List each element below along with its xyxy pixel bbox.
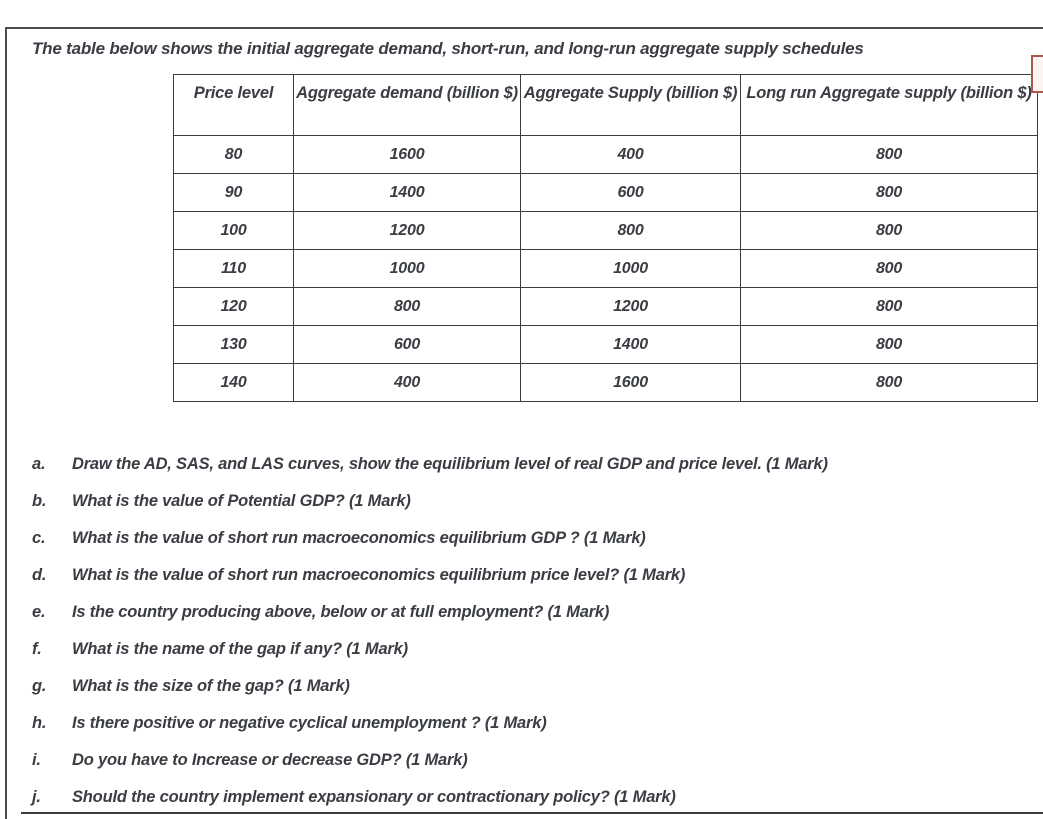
table-cell: 1000 bbox=[520, 249, 741, 288]
question-item: h. Is there positive or negative cyclical… bbox=[30, 705, 1020, 742]
table-row: 140 400 1600 800 bbox=[173, 363, 1038, 402]
table-cell: 90 bbox=[173, 173, 294, 212]
question-item: a. Draw the AD, SAS, and LAS curves, show… bbox=[30, 446, 1020, 483]
question-label: c. bbox=[32, 529, 46, 547]
question-label: j. bbox=[32, 788, 41, 806]
bottom-divider bbox=[21, 812, 1043, 814]
table-cell: 80 bbox=[173, 135, 294, 174]
table-row: 90 1400 600 800 bbox=[173, 173, 1038, 212]
question-label: i. bbox=[32, 751, 41, 769]
question-list: a. Draw the AD, SAS, and LAS curves, show… bbox=[30, 446, 1020, 816]
table-cell: 800 bbox=[740, 211, 1038, 250]
question-text: What is the value of short run macroecon… bbox=[72, 529, 646, 547]
table-cell: 600 bbox=[293, 325, 521, 364]
question-text: What is the value of short run macroecon… bbox=[72, 566, 686, 584]
question-label: a. bbox=[32, 455, 46, 473]
table-cell: 800 bbox=[293, 287, 521, 326]
table-row: 120 800 1200 800 bbox=[173, 287, 1038, 326]
question-item: g. What is the size of the gap? (1 Mark) bbox=[30, 668, 1020, 705]
question-label: d. bbox=[32, 566, 47, 584]
question-text: What is the name of the gap if any? (1 M… bbox=[72, 640, 408, 658]
table-cell: 400 bbox=[293, 363, 521, 402]
schedule-table-header: Price level Aggregate demand (billion $) A… bbox=[173, 74, 1038, 136]
question-text: Do you have to Increase or decrease GDP?… bbox=[72, 751, 468, 769]
table-cell: 800 bbox=[520, 211, 741, 250]
question-item: c. What is the value of short run macroec… bbox=[30, 520, 1020, 557]
table-cell: 1200 bbox=[520, 287, 741, 326]
table-cell: 120 bbox=[173, 287, 294, 326]
question-label: f. bbox=[32, 640, 42, 658]
schedule-table-body: 80 1600 400 800 90 1400 600 800 100 1200 800 800 110… bbox=[173, 135, 1038, 402]
table-cell: 1200 bbox=[293, 211, 521, 250]
table-cell: 130 bbox=[173, 325, 294, 364]
question-label: e. bbox=[32, 603, 46, 621]
question-label: b. bbox=[32, 492, 47, 510]
table-cell: 800 bbox=[740, 325, 1038, 364]
question-item: f. What is the name of the gap if any? (1… bbox=[30, 631, 1020, 668]
question-label: h. bbox=[32, 714, 47, 732]
table-row: 80 1600 400 800 bbox=[173, 135, 1038, 174]
table-cell: 800 bbox=[740, 363, 1038, 402]
table-cell: 400 bbox=[520, 135, 741, 174]
document-title: The table below shows the initial aggreg… bbox=[32, 39, 864, 58]
question-text: What is the value of Potential GDP? (1 M… bbox=[72, 492, 411, 510]
question-item: i. Do you have to Increase or decrease GD… bbox=[30, 742, 1020, 779]
question-item: d. What is the value of short run macroec… bbox=[30, 557, 1020, 594]
question-item: b. What is the value of Potential GDP? (1… bbox=[30, 483, 1020, 520]
table-row: 110 1000 1000 800 bbox=[173, 249, 1038, 288]
table-cell: 1600 bbox=[520, 363, 741, 402]
table-cell: 1600 bbox=[293, 135, 521, 174]
question-text: Is the country producing above, below or… bbox=[72, 603, 610, 621]
comment-anchor-box bbox=[1031, 55, 1043, 93]
table-cell: 800 bbox=[740, 249, 1038, 288]
table-cell: 800 bbox=[740, 135, 1038, 174]
table-row: 100 1200 800 800 bbox=[173, 211, 1038, 250]
table-header-row: Price level Aggregate demand (billion $) A… bbox=[173, 74, 1038, 136]
table-cell: 800 bbox=[740, 173, 1038, 212]
table-cell: 1400 bbox=[293, 173, 521, 212]
question-text: Is there positive or negative cyclical u… bbox=[72, 714, 547, 732]
table-row: 130 600 1400 800 bbox=[173, 325, 1038, 364]
table-header-cell: Price level bbox=[173, 74, 294, 136]
table-cell: 1400 bbox=[520, 325, 741, 364]
table-cell: 140 bbox=[173, 363, 294, 402]
question-text: Draw the AD, SAS, and LAS curves, show t… bbox=[72, 455, 828, 473]
schedule-table: Price level Aggregate demand (billion $) A… bbox=[173, 74, 1038, 402]
table-cell: 1000 bbox=[293, 249, 521, 288]
table-header-cell: Aggregate Supply (billion $) bbox=[520, 74, 741, 136]
table-cell: 100 bbox=[173, 211, 294, 250]
question-item: e. Is the country producing above, below … bbox=[30, 594, 1020, 631]
table-header-cell: Long run Aggregate supply (billion $) bbox=[740, 74, 1038, 136]
table-cell: 800 bbox=[740, 287, 1038, 326]
question-label: g. bbox=[32, 677, 47, 695]
question-item: j. Should the country implement expansion… bbox=[30, 779, 1020, 816]
table-header-cell: Aggregate demand (billion $) bbox=[293, 74, 521, 136]
question-text: Should the country implement expansionar… bbox=[72, 788, 676, 806]
table-cell: 600 bbox=[520, 173, 741, 212]
table-cell: 110 bbox=[173, 249, 294, 288]
question-text: What is the size of the gap? (1 Mark) bbox=[72, 677, 350, 695]
